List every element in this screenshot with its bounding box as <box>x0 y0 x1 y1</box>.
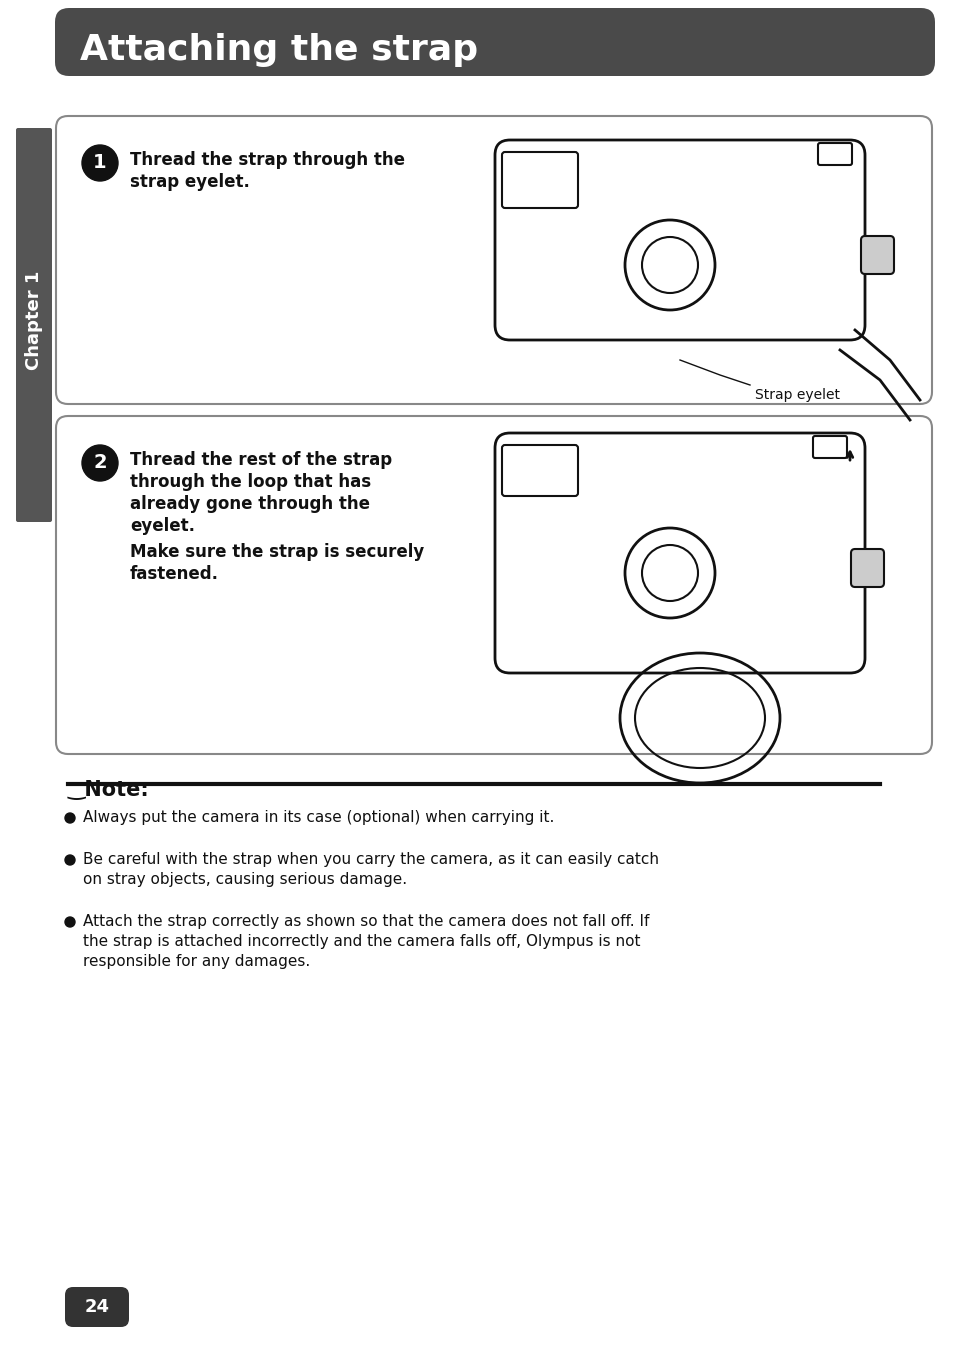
Circle shape <box>65 917 75 927</box>
Text: 1: 1 <box>93 153 107 172</box>
Text: ‿Note:: ‿Note: <box>68 779 150 800</box>
Text: Make sure the strap is securely: Make sure the strap is securely <box>130 542 424 561</box>
FancyBboxPatch shape <box>850 549 883 587</box>
Circle shape <box>65 855 75 865</box>
FancyBboxPatch shape <box>56 116 931 404</box>
Circle shape <box>82 446 118 481</box>
Text: responsible for any damages.: responsible for any damages. <box>83 954 310 969</box>
Text: 2: 2 <box>93 454 107 472</box>
FancyBboxPatch shape <box>861 236 893 275</box>
Text: Strap eyelet: Strap eyelet <box>754 388 840 402</box>
FancyBboxPatch shape <box>56 416 931 754</box>
Text: Be careful with the strap when you carry the camera, as it can easily catch: Be careful with the strap when you carry… <box>83 852 659 867</box>
Text: 24: 24 <box>85 1298 110 1316</box>
Text: Attaching the strap: Attaching the strap <box>80 34 477 67</box>
Text: Chapter 1: Chapter 1 <box>25 271 43 370</box>
Circle shape <box>65 813 75 822</box>
Text: strap eyelet.: strap eyelet. <box>130 174 250 191</box>
FancyBboxPatch shape <box>16 128 52 522</box>
Text: the strap is attached incorrectly and the camera falls off, Olympus is not: the strap is attached incorrectly and th… <box>83 934 639 949</box>
Text: Thread the strap through the: Thread the strap through the <box>130 151 405 170</box>
Circle shape <box>82 145 118 180</box>
Text: Always put the camera in its case (optional) when carrying it.: Always put the camera in its case (optio… <box>83 810 554 825</box>
Text: Attach the strap correctly as shown so that the camera does not fall off. If: Attach the strap correctly as shown so t… <box>83 914 649 929</box>
Text: fastened.: fastened. <box>130 565 219 583</box>
FancyBboxPatch shape <box>65 1287 129 1327</box>
Text: on stray objects, causing serious damage.: on stray objects, causing serious damage… <box>83 872 407 887</box>
Text: already gone through the: already gone through the <box>130 495 370 513</box>
Text: Thread the rest of the strap: Thread the rest of the strap <box>130 451 392 468</box>
Text: through the loop that has: through the loop that has <box>130 472 371 491</box>
FancyBboxPatch shape <box>55 8 934 75</box>
Text: eyelet.: eyelet. <box>130 517 194 534</box>
